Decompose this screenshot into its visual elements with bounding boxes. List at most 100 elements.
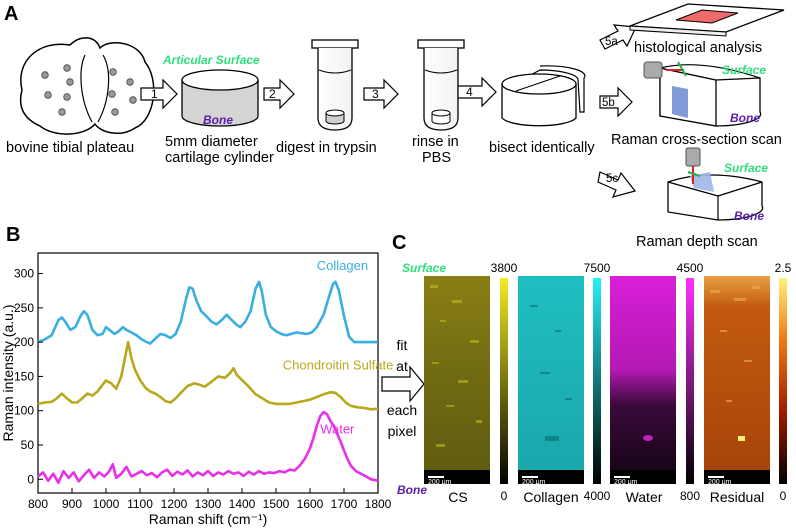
bisect-label: bisect identically bbox=[489, 140, 595, 156]
svg-text:5b: 5b bbox=[602, 97, 615, 109]
x-axis-label: Raman shift (cm⁻¹) bbox=[149, 511, 268, 527]
cylinder-label-2: cartilage cylinder bbox=[165, 150, 274, 166]
collagen-max: 7500 bbox=[584, 261, 611, 275]
panel-c-label: C bbox=[392, 232, 406, 254]
collagen-min: 4000 bbox=[584, 489, 611, 503]
series-label-1: Chondroitin Sulfate bbox=[283, 358, 394, 373]
histology-label: histological analysis bbox=[634, 40, 762, 56]
water-label: Water bbox=[626, 489, 663, 505]
y-tick-label-2: 100 bbox=[14, 404, 34, 418]
collagen-label: Collagen bbox=[523, 489, 578, 505]
water-map: 200 μm bbox=[610, 276, 676, 486]
svg-text:pixel: pixel bbox=[388, 423, 417, 439]
svg-text:at: at bbox=[396, 358, 408, 374]
surface-label-5b: Surface bbox=[722, 63, 766, 77]
residual-map: 200 μm bbox=[704, 276, 770, 486]
svg-text:200 μm: 200 μm bbox=[614, 479, 638, 486]
svg-text:3: 3 bbox=[372, 87, 379, 101]
x-tick-label-6: 1400 bbox=[229, 497, 256, 511]
depth-scan-label: Raman depth scan bbox=[636, 234, 758, 250]
raman-spectra-chart: 800 900 1000 1100 1200 1300 1400 1500 1600 1700 18… bbox=[0, 252, 394, 527]
x-tick-label-7: 1500 bbox=[263, 497, 290, 511]
panel-b-label: B bbox=[6, 224, 20, 246]
step-arrow-5b: 5b bbox=[599, 86, 633, 118]
maps-bone-label: Bone bbox=[397, 483, 427, 497]
tibial-plateau bbox=[19, 37, 155, 135]
series-line-2 bbox=[37, 410, 379, 484]
water-max: 4500 bbox=[677, 261, 704, 275]
step-arrow-3: 3 bbox=[363, 78, 399, 110]
y-tick-label-3: 150 bbox=[14, 369, 34, 383]
collagen-colorbar bbox=[593, 278, 601, 484]
y-tick-label-4: 200 bbox=[14, 335, 34, 349]
water-colorbar bbox=[686, 278, 694, 484]
y-tick-label-5: 250 bbox=[14, 301, 34, 315]
svg-text:each: each bbox=[387, 402, 417, 418]
residual-label: Residual bbox=[710, 489, 764, 505]
y-tick-label-6: 300 bbox=[14, 267, 34, 281]
pbs-tube bbox=[417, 39, 465, 131]
bisected-cylinder bbox=[501, 65, 586, 127]
svg-text:200 μm: 200 μm bbox=[708, 479, 732, 486]
svg-text:5c: 5c bbox=[606, 173, 618, 185]
series-label-0: Collagen bbox=[317, 258, 368, 273]
svg-text:fit: fit bbox=[397, 337, 408, 353]
cs-map: 200 μm bbox=[424, 276, 490, 486]
x-tick-label-9: 1700 bbox=[331, 497, 358, 511]
water-min: 800 bbox=[680, 489, 700, 503]
residual-min: 0 bbox=[780, 489, 787, 503]
svg-text:1: 1 bbox=[151, 87, 158, 101]
bone-label-5b: Bone bbox=[730, 111, 760, 125]
y-axis-label: Raman intensity (a.u.) bbox=[0, 305, 16, 442]
x-tick-label-2: 1000 bbox=[93, 497, 120, 511]
step-arrow-2: 2 bbox=[263, 78, 295, 110]
cs-max: 3800 bbox=[491, 261, 518, 275]
surface-label-5c: Surface bbox=[724, 161, 768, 175]
x-tick-label-8: 1600 bbox=[297, 497, 324, 511]
trypsin-tube bbox=[311, 39, 359, 131]
residual-max: 2.5 bbox=[775, 261, 792, 275]
fit-arrow: fit at each pixel bbox=[381, 337, 425, 439]
x-tick-label-4: 1200 bbox=[161, 497, 188, 511]
series-label-2: Water bbox=[320, 421, 355, 436]
svg-text:200 μm: 200 μm bbox=[522, 479, 546, 486]
x-tick-label-5: 1300 bbox=[195, 497, 222, 511]
cartilage-cylinder bbox=[181, 69, 259, 127]
residual-colorbar bbox=[779, 278, 787, 484]
depth-scan-half-cylinder bbox=[667, 147, 764, 221]
cross-section-half-cylinder bbox=[643, 61, 762, 127]
bone-label-cylinder: Bone bbox=[203, 113, 233, 127]
y-tick-label-0: 0 bbox=[27, 472, 34, 486]
histology-slide bbox=[629, 3, 785, 37]
cylinder-label-1: 5mm diameter bbox=[165, 134, 258, 150]
svg-text:4: 4 bbox=[466, 85, 473, 99]
svg-text:5a: 5a bbox=[605, 36, 618, 48]
series-line-1 bbox=[37, 340, 379, 411]
plot-frame bbox=[37, 252, 379, 494]
step-arrow-5c: 5c bbox=[597, 171, 637, 198]
panel-a-label: A bbox=[4, 3, 18, 25]
maps-surface-label: Surface bbox=[402, 261, 446, 275]
x-tick-label-3: 1100 bbox=[127, 497, 153, 511]
series-line-0 bbox=[37, 280, 378, 345]
svg-text:2: 2 bbox=[269, 87, 276, 101]
step-arrow-1: 1 bbox=[140, 78, 178, 110]
plateau-label: bovine tibial plateau bbox=[6, 140, 134, 156]
svg-text:200 μm: 200 μm bbox=[428, 479, 452, 486]
x-tick-label-10: 1800 bbox=[365, 497, 392, 511]
bone-label-5c: Bone bbox=[734, 209, 764, 223]
x-tick-label-0: 800 bbox=[28, 497, 48, 511]
cs-min: 0 bbox=[501, 489, 508, 503]
articular-surface-label: Articular Surface bbox=[162, 53, 260, 67]
step-arrow-4: 4 bbox=[457, 76, 497, 108]
y-tick-label-1: 50 bbox=[21, 438, 35, 452]
collagen-map: 200 μm bbox=[518, 276, 584, 486]
step-arrow-5a: 5a bbox=[599, 24, 637, 50]
x-tick-label-1: 900 bbox=[62, 497, 82, 511]
cs-label: CS bbox=[448, 489, 467, 505]
rinse-label-2: PBS bbox=[422, 150, 451, 166]
cs-colorbar bbox=[500, 278, 508, 484]
cross-section-label: Raman cross-section scan bbox=[611, 132, 782, 148]
trypsin-label: digest in trypsin bbox=[276, 140, 377, 156]
